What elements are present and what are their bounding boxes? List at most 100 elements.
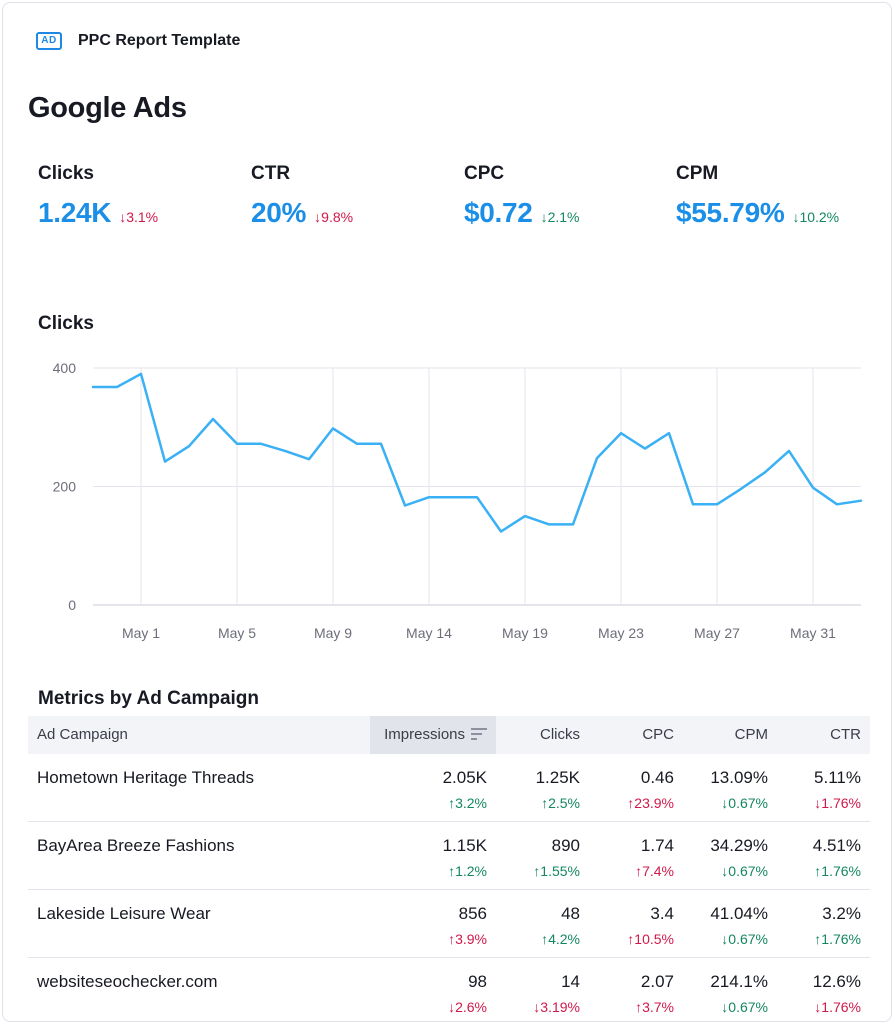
ad-icon: AD — [36, 32, 62, 50]
clicks-series-line — [91, 372, 863, 533]
metric-cell: 13.09% ↓0.67% — [683, 754, 777, 821]
chart-title: Clicks — [38, 313, 94, 334]
metric-value: 5.11% — [814, 768, 861, 787]
metric-delta: ↓2.6% — [448, 999, 487, 1015]
kpi-value: $0.72 — [464, 197, 533, 228]
campaign-table: Ad Campaign Impressions Clicks CPC CPM C… — [28, 716, 870, 1021]
table-body: Hometown Heritage Threads 2.05K ↑3.2% 1.25K… — [28, 754, 870, 1021]
metric-delta: ↑3.2% — [448, 795, 487, 811]
metric-value: 3.2% — [822, 904, 861, 923]
metric-cell: 2.07 ↑3.7% — [589, 958, 683, 1021]
metric-cell: 214.1% ↓0.67% — [683, 958, 777, 1021]
metric-cell: 14 ↓3.19% — [496, 958, 589, 1021]
column-header-cpm[interactable]: CPM — [734, 726, 768, 743]
campaign-name: Hometown Heritage Threads — [37, 768, 255, 787]
metric-delta: ↓0.67% — [721, 999, 768, 1015]
kpi-ctr: CTR 20% ↓9.8% — [251, 163, 461, 229]
kpi-label: CPC — [464, 163, 505, 184]
y-tick-label: 0 — [68, 597, 76, 613]
table-header: Ad Campaign Impressions Clicks CPC CPM C… — [28, 716, 870, 754]
x-tick-label: May 23 — [598, 625, 644, 641]
kpi-row: Clicks 1.24K ↓3.1% CTR 20% ↓9.8% CPC $0.… — [38, 163, 878, 243]
sort-icon[interactable] — [471, 728, 487, 741]
metric-cell: 0.46 ↑23.9% — [589, 754, 683, 821]
table-row[interactable]: BayArea Breeze Fashions 1.15K ↑1.2% 890 ↑1.5… — [28, 822, 870, 890]
metric-delta: ↓0.67% — [721, 863, 768, 879]
metric-value: 1.25K — [535, 768, 580, 787]
column-header-label: Impressions — [384, 726, 465, 743]
kpi-clicks: Clicks 1.24K ↓3.1% — [38, 163, 248, 229]
metric-delta: ↓0.67% — [721, 931, 768, 947]
campaign-name: Lakeside Leisure Wear — [37, 904, 211, 923]
x-tick-label: May 31 — [790, 625, 836, 641]
metric-delta: ↑1.55% — [533, 863, 580, 879]
metric-value: 12.6% — [812, 972, 861, 991]
metric-delta: ↓3.19% — [533, 999, 580, 1015]
metric-delta: ↑23.9% — [627, 795, 674, 811]
metric-delta: ↓1.76% — [814, 999, 861, 1015]
y-tick-label: 400 — [53, 360, 77, 376]
kpi-label: CTR — [251, 163, 291, 184]
column-header-ad-campaign[interactable]: Ad Campaign — [37, 726, 128, 743]
metric-cell: 1.15K ↑1.2% — [370, 822, 496, 889]
metric-cell: 12.6% ↓1.76% — [777, 958, 870, 1021]
metric-value: 1.15K — [442, 836, 487, 855]
x-tick-label: May 27 — [694, 625, 740, 641]
column-header-clicks[interactable]: Clicks — [540, 726, 580, 743]
metric-value: 1.74 — [640, 836, 674, 855]
metric-value: 0.46 — [640, 768, 674, 787]
metric-delta: ↓1.76% — [814, 795, 861, 811]
metric-cell: 41.04% ↓0.67% — [683, 890, 777, 957]
x-tick-label: May 5 — [218, 625, 256, 641]
metric-value: 2.07 — [640, 972, 674, 991]
table-row[interactable]: Hometown Heritage Threads 2.05K ↑3.2% 1.25K… — [28, 754, 870, 822]
column-header-impressions[interactable]: Impressions — [370, 716, 496, 754]
metric-cell: 3.2% ↑1.76% — [777, 890, 870, 957]
metric-value: 2.05K — [442, 768, 487, 787]
table-title: Metrics by Ad Campaign — [38, 688, 260, 709]
metric-delta: ↑4.2% — [541, 931, 580, 947]
metric-value: 13.09% — [710, 768, 768, 787]
metric-cell: 98 ↓2.6% — [370, 958, 496, 1021]
metric-delta: ↑3.9% — [448, 931, 487, 947]
metric-delta: ↑1.76% — [814, 931, 861, 947]
campaign-name: BayArea Breeze Fashions — [37, 836, 235, 855]
metric-cell: 4.51% ↑1.76% — [777, 822, 870, 889]
metric-cell: 1.74 ↑7.4% — [589, 822, 683, 889]
kpi-delta: ↓3.1% — [119, 209, 159, 225]
metric-delta: ↓0.67% — [721, 795, 768, 811]
kpi-label: CPM — [676, 163, 719, 184]
metric-delta: ↑10.5% — [627, 931, 674, 947]
kpi-value: 1.24K — [38, 197, 112, 228]
x-tick-label: May 14 — [406, 625, 452, 641]
metric-cell: 856 ↑3.9% — [370, 890, 496, 957]
metric-delta: ↑3.7% — [635, 999, 674, 1015]
table-row[interactable]: websiteseochecker.com 98 ↓2.6% 14 ↓3.19% 2.07… — [28, 958, 870, 1021]
table-row[interactable]: Lakeside Leisure Wear 856 ↑3.9% 48 ↑4.2% 3.4 ↑… — [28, 890, 870, 958]
metric-delta: ↑1.76% — [814, 863, 861, 879]
kpi-delta: ↓2.1% — [540, 209, 580, 225]
metric-cell: 1.25K ↑2.5% — [496, 754, 589, 821]
metric-value: 856 — [458, 904, 487, 923]
metric-value: 14 — [561, 972, 580, 991]
y-tick-label: 200 — [53, 479, 77, 495]
metric-value: 214.1% — [710, 972, 768, 991]
campaign-name: websiteseochecker.com — [37, 972, 218, 991]
column-header-ctr[interactable]: CTR — [830, 726, 861, 743]
kpi-cpm: CPM $55.79% ↓10.2% — [676, 163, 886, 229]
kpi-delta: ↓9.8% — [314, 209, 354, 225]
metric-value: 34.29% — [710, 836, 768, 855]
clicks-line-chart: 0 200 400 May 1 May 5 May 9 May 14 May 19 May 23… — [53, 360, 863, 641]
x-tick-label: May 19 — [502, 625, 548, 641]
metric-value: 48 — [561, 904, 580, 923]
metric-value: 890 — [551, 836, 580, 855]
metric-value: 3.4 — [650, 904, 674, 923]
column-header-cpc[interactable]: CPC — [642, 726, 674, 743]
kpi-label: Clicks — [38, 163, 94, 184]
metric-cell: 48 ↑4.2% — [496, 890, 589, 957]
metric-delta: ↑7.4% — [635, 863, 674, 879]
report-title: PPC Report Template — [78, 32, 241, 49]
metric-cell: 3.4 ↑10.5% — [589, 890, 683, 957]
kpi-cpc: CPC $0.72 ↓2.1% — [464, 163, 674, 229]
